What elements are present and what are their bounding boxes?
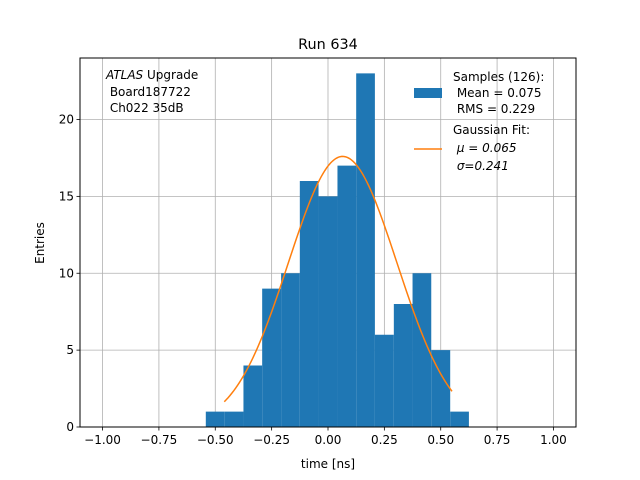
y-tick-label: 5 <box>66 343 74 357</box>
x-tick-label: −0.75 <box>141 433 178 447</box>
histogram-bar <box>243 365 263 427</box>
annotation-atlas-italic: ATLAS <box>105 68 144 82</box>
atlas-annotation: ATLAS Upgrade Board187722 Ch022 35dB <box>105 68 198 115</box>
y-axis-label: Entries <box>33 222 47 264</box>
histogram-bar <box>337 165 357 427</box>
legend-fit-line-2: μ = 0.065 <box>453 141 517 155</box>
histogram-bar <box>224 411 244 427</box>
y-tick-label: 0 <box>66 420 74 434</box>
histogram-bar <box>205 411 225 427</box>
x-axis-label: time [ns] <box>301 457 355 471</box>
histogram-bar <box>318 196 338 427</box>
x-tick-label: 0.50 <box>427 433 454 447</box>
histogram-bar <box>356 73 375 427</box>
legend: Samples (126): Mean = 0.075 RMS = 0.229 … <box>414 70 544 173</box>
annotation-line-3: Ch022 35dB <box>106 101 184 115</box>
histogram-bars <box>205 73 469 427</box>
x-tick-label: 1.00 <box>540 433 567 447</box>
histogram-bar <box>262 288 282 427</box>
histogram-bar <box>374 334 394 427</box>
legend-samples-line-2: Mean = 0.075 <box>453 86 542 100</box>
legend-samples-line-1: Samples (126): <box>453 70 544 84</box>
histogram-bar <box>281 273 300 427</box>
legend-samples-line-3: RMS = 0.229 <box>453 102 535 116</box>
legend-samples-swatch <box>414 88 442 98</box>
y-axis-ticks: 0 5 10 15 20 <box>59 113 80 434</box>
histogram-bar <box>393 304 413 427</box>
y-tick-label: 20 <box>59 113 74 127</box>
histogram-bar <box>299 181 319 427</box>
x-tick-label: 0.00 <box>315 433 342 447</box>
x-tick-label: −0.50 <box>197 433 234 447</box>
annotation-line-1: ATLAS Upgrade <box>105 68 198 82</box>
annotation-upgrade-text: Upgrade <box>143 68 198 82</box>
x-tick-label: 0.75 <box>484 433 511 447</box>
y-tick-label: 15 <box>59 189 74 203</box>
y-tick-label: 10 <box>59 266 74 280</box>
gaussian-fit-curve <box>223 155 453 403</box>
legend-fit-line-1: Gaussian Fit: <box>453 123 530 137</box>
fit-curve-layer <box>223 155 453 403</box>
histogram-bar <box>412 273 432 427</box>
x-tick-label: −1.00 <box>84 433 121 447</box>
legend-fit-line-3: σ=0.241 <box>453 159 509 173</box>
x-tick-label: −0.25 <box>253 433 290 447</box>
x-axis-ticks: −1.00 −0.75 −0.50 −0.25 0.00 0.25 0.50 0.75 1.00 <box>84 427 567 447</box>
histogram-bar <box>450 411 469 427</box>
chart-title: Run 634 <box>298 37 358 53</box>
x-tick-label: 0.25 <box>371 433 398 447</box>
histogram-bar <box>431 350 451 427</box>
annotation-line-2: Board187722 <box>106 85 191 99</box>
